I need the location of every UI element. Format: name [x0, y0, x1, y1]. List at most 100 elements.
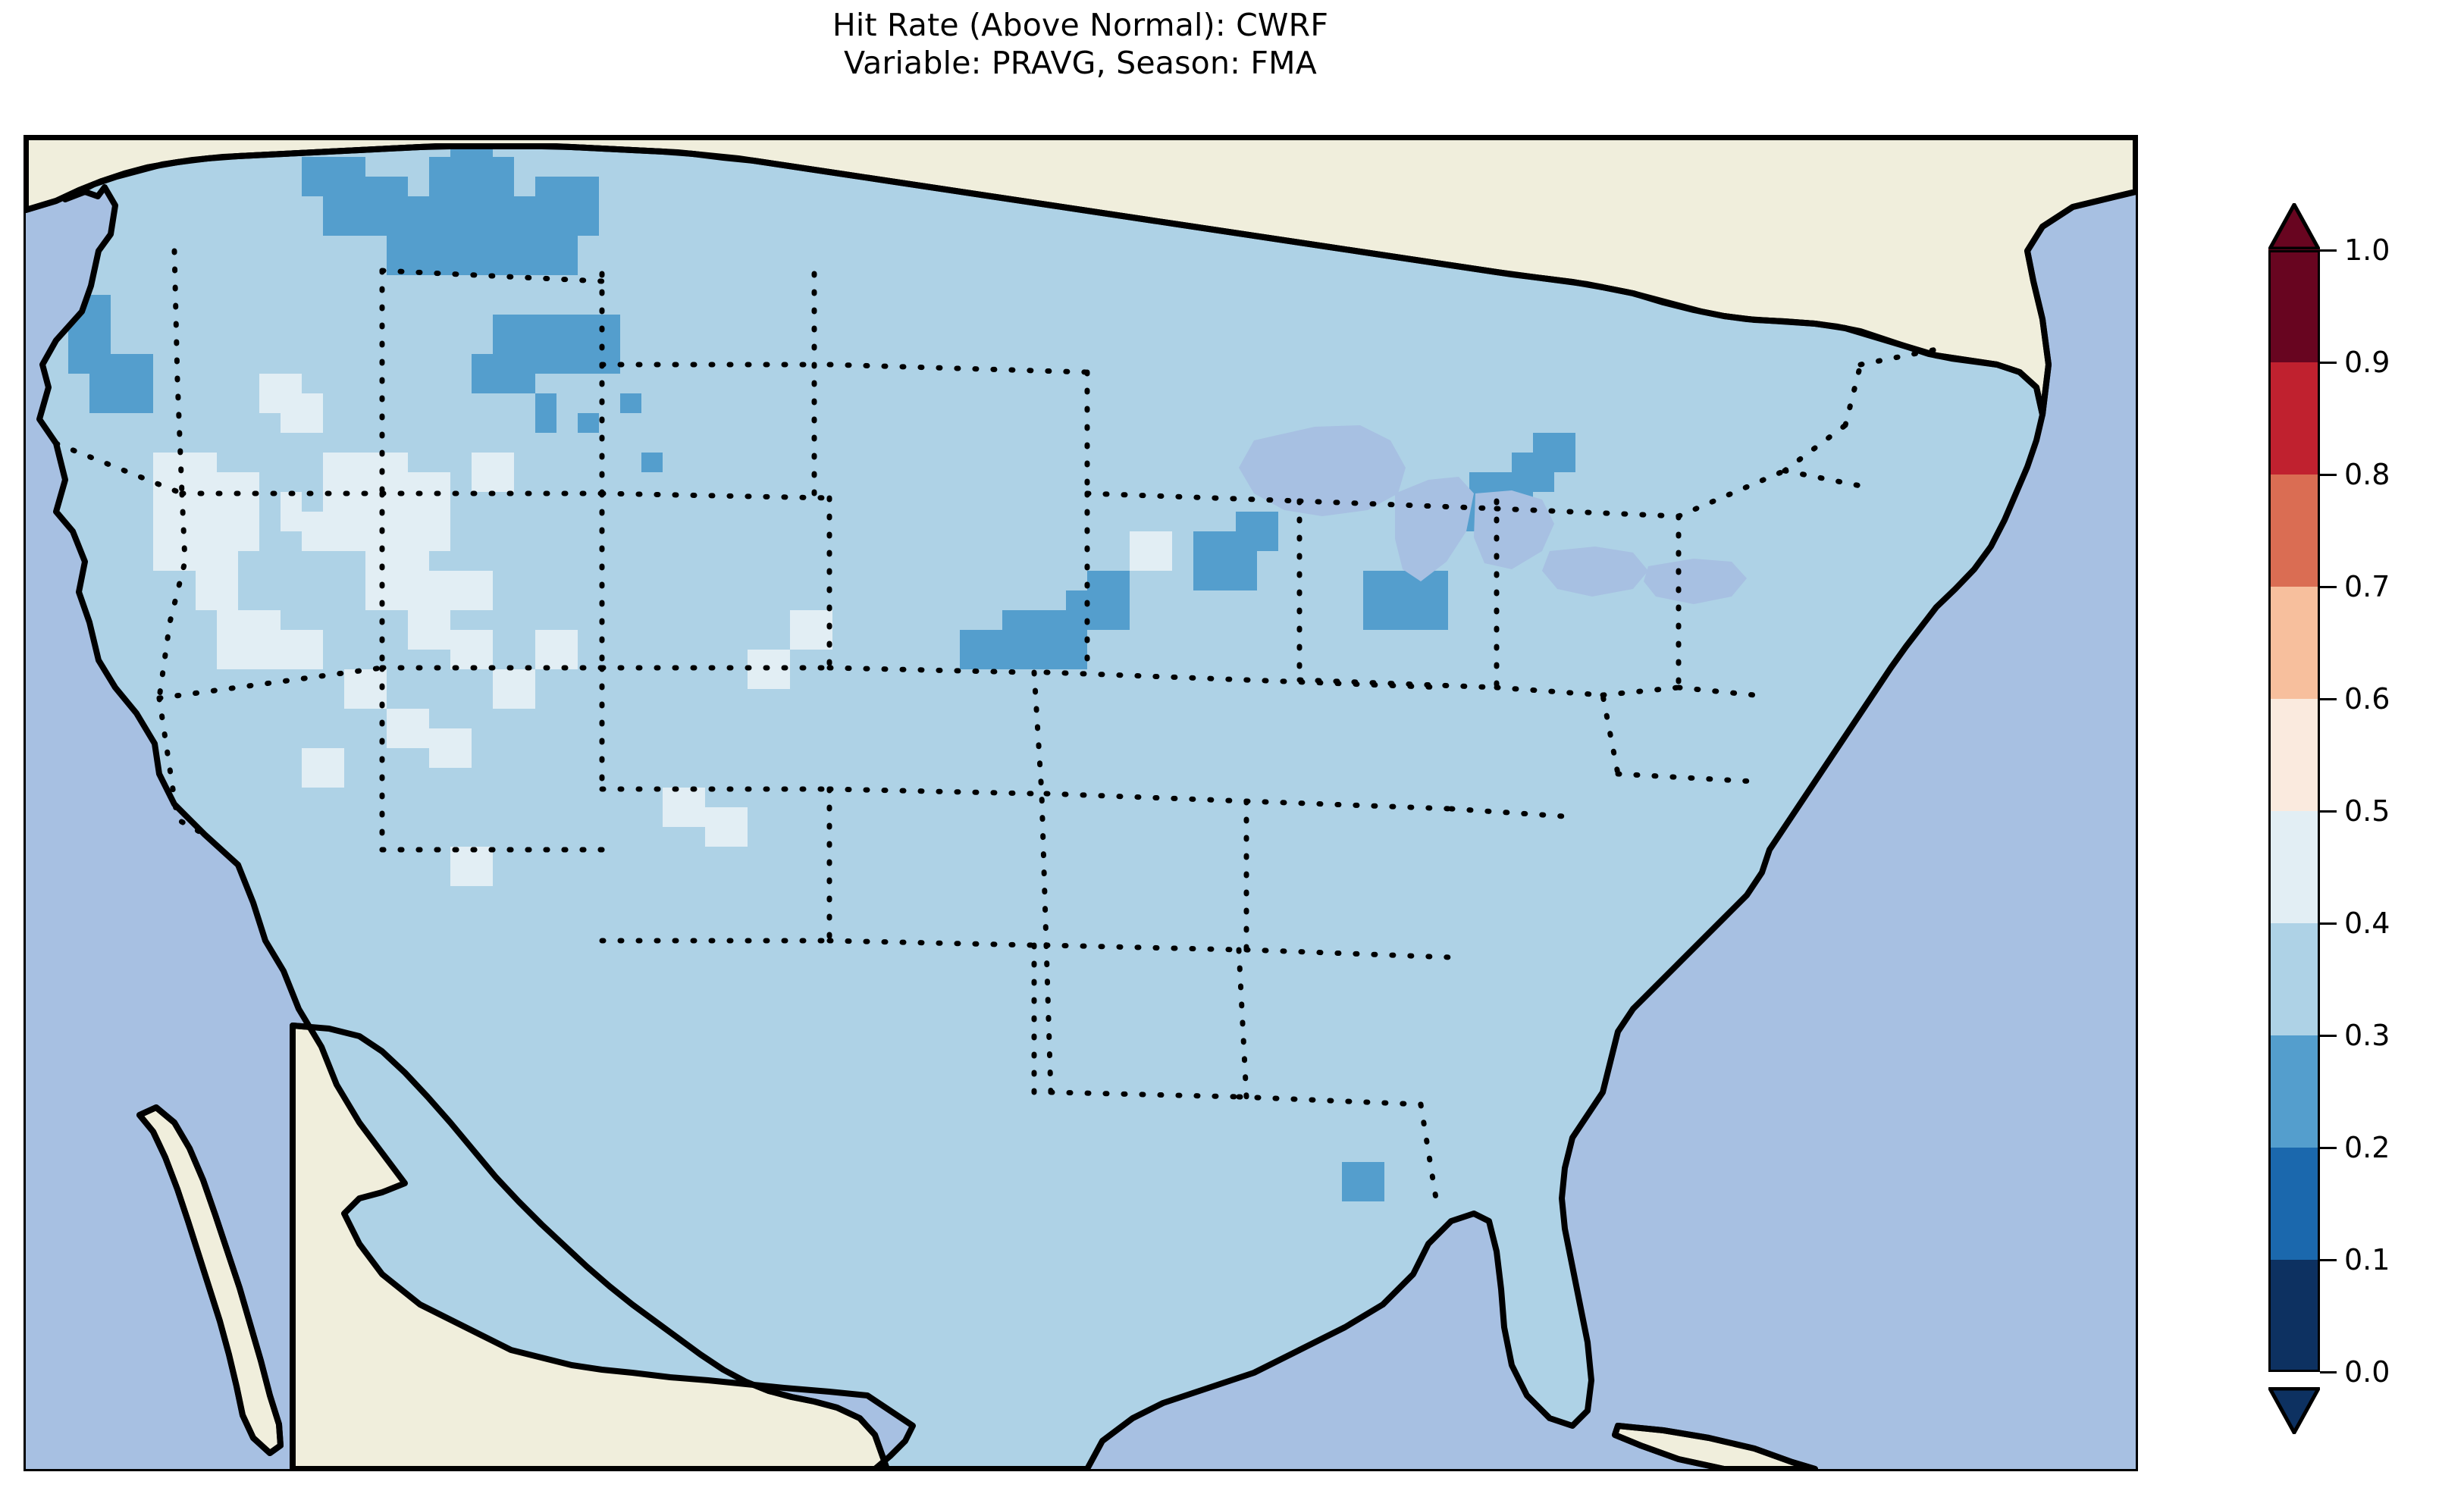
- colorbar-tick: [2320, 249, 2337, 252]
- data-cell: [302, 157, 365, 196]
- title-line-1: Hit Rate (Above Normal): CWRF: [832, 7, 1329, 43]
- state-border-path: [1448, 806, 1568, 819]
- state-boundaries-layer: [53, 248, 1939, 1201]
- great-lake-polygon: [1644, 559, 1747, 604]
- data-cell: [365, 551, 429, 610]
- data-cell: [450, 847, 493, 886]
- colorbar-tick-label: 0.9: [2344, 346, 2390, 379]
- colorbar-tick-label: 0.3: [2344, 1019, 2390, 1052]
- data-cell: [429, 571, 493, 610]
- colorbar-tick: [2320, 1035, 2337, 1037]
- colorbar-tick: [2320, 810, 2337, 813]
- state-border-path: [1296, 677, 1500, 691]
- state-border-path: [1600, 684, 1682, 698]
- state-border-path: [1043, 669, 1249, 683]
- colorbar-band: [2268, 362, 2320, 475]
- data-cell: [344, 669, 387, 709]
- data-cell: [493, 669, 535, 709]
- title-line-2: Variable: PRAVG, Season: FMA: [844, 45, 1317, 82]
- data-cell: [196, 551, 238, 610]
- coastline-path: [136, 1104, 284, 1456]
- colorbar-band: [2268, 1259, 2320, 1372]
- data-cell: [429, 728, 472, 768]
- colorbar-gradient: [2268, 249, 2320, 1372]
- data-cell: [281, 630, 323, 669]
- colorbar-band: [2268, 474, 2320, 587]
- state-border-path: [171, 248, 185, 496]
- colorbar-tick: [2320, 1371, 2337, 1373]
- data-cell: [281, 492, 302, 531]
- state-border-path: [1243, 798, 1454, 812]
- colorbar-band: [2268, 922, 2320, 1035]
- state-border-path: [1084, 490, 1303, 504]
- state-border-path: [1236, 1094, 1424, 1107]
- colorbar-tick-label: 0.8: [2344, 458, 2390, 491]
- data-cell: [1342, 1162, 1384, 1201]
- map-axes: [24, 135, 2138, 1471]
- state-border-path: [379, 268, 605, 284]
- data-cell: [1236, 512, 1278, 551]
- colorbar-extend-max-arrow: [2268, 203, 2320, 250]
- colorbar-tick-label: 1.0: [2344, 233, 2390, 267]
- state-border-path: [156, 665, 385, 701]
- colorbar-band: [2268, 1147, 2320, 1260]
- state-border-path: [1782, 468, 1864, 489]
- data-cell: [302, 512, 344, 551]
- great-lake-polygon: [1395, 477, 1474, 581]
- state-border-path: [1857, 346, 1939, 368]
- state-border-path: [1296, 498, 1500, 512]
- colorbar-band: [2268, 810, 2320, 923]
- colorbar-tick-label: 0.5: [2344, 794, 2390, 828]
- colorbar-band: [2268, 698, 2320, 811]
- colorbar-tick: [2320, 586, 2337, 588]
- colorbar-tick-label: 0.4: [2344, 907, 2390, 940]
- colorbar-band: [2268, 586, 2320, 699]
- coastline-path: [26, 137, 2136, 418]
- data-cell: [472, 453, 514, 492]
- data-cell: [493, 236, 578, 275]
- data-cell: [387, 472, 450, 551]
- state-border-path: [1782, 422, 1848, 474]
- data-cell: [790, 610, 832, 650]
- coastline-layer: [26, 137, 2136, 1469]
- state-border-path: [1243, 947, 1454, 960]
- data-cell: [556, 334, 620, 374]
- data-cell: [302, 748, 344, 788]
- state-border-path: [156, 490, 188, 701]
- colorbar-tick: [2320, 1147, 2337, 1149]
- coastline-path: [290, 1023, 890, 1469]
- colorbar: 0.0 0.1 0.2 0.3 0.4 0.5 0.6 0.7 0.8 0.9 1.0 Hit Ra…: [2229, 203, 2464, 1434]
- great-lake-polygon: [1542, 547, 1648, 597]
- colorbar-tick-label: 0.2: [2344, 1131, 2390, 1164]
- colorbar-tick: [2320, 698, 2337, 700]
- colorbar-band: [2268, 249, 2320, 362]
- data-cell: [535, 177, 599, 236]
- state-border-path: [1676, 468, 1788, 519]
- state-border-path: [826, 938, 1037, 948]
- colorbar-tick-label: 0.1: [2344, 1243, 2390, 1276]
- state-border-path: [826, 362, 1090, 375]
- state-border-path: [1676, 684, 1757, 698]
- data-cell: [323, 196, 387, 236]
- data-cell: [705, 807, 748, 847]
- colorbar-tick: [2320, 474, 2337, 476]
- state-border-path: [53, 440, 185, 496]
- data-cell: [281, 393, 323, 433]
- great-lake-polygon: [1239, 425, 1406, 516]
- state-border-path: [1494, 506, 1682, 519]
- colorbar-tick-label: 0.0: [2344, 1355, 2390, 1389]
- data-cell: [960, 630, 1024, 669]
- data-cell: [578, 413, 599, 433]
- data-cell: [217, 472, 259, 551]
- data-cell: [620, 393, 641, 413]
- colorbar-band: [2268, 1035, 2320, 1148]
- figure-title: Hit Rate (Above Normal): CWRF Variable: …: [0, 6, 2161, 82]
- state-border-path: [1842, 362, 1864, 428]
- state-border-path: [1494, 684, 1621, 777]
- data-cell: [641, 453, 663, 472]
- map-plot: [26, 137, 2136, 1469]
- data-cell: [1130, 531, 1172, 571]
- data-cell: [217, 610, 281, 669]
- colorbar-extend-min-arrow: [2268, 1387, 2320, 1434]
- data-cell: [1363, 571, 1448, 630]
